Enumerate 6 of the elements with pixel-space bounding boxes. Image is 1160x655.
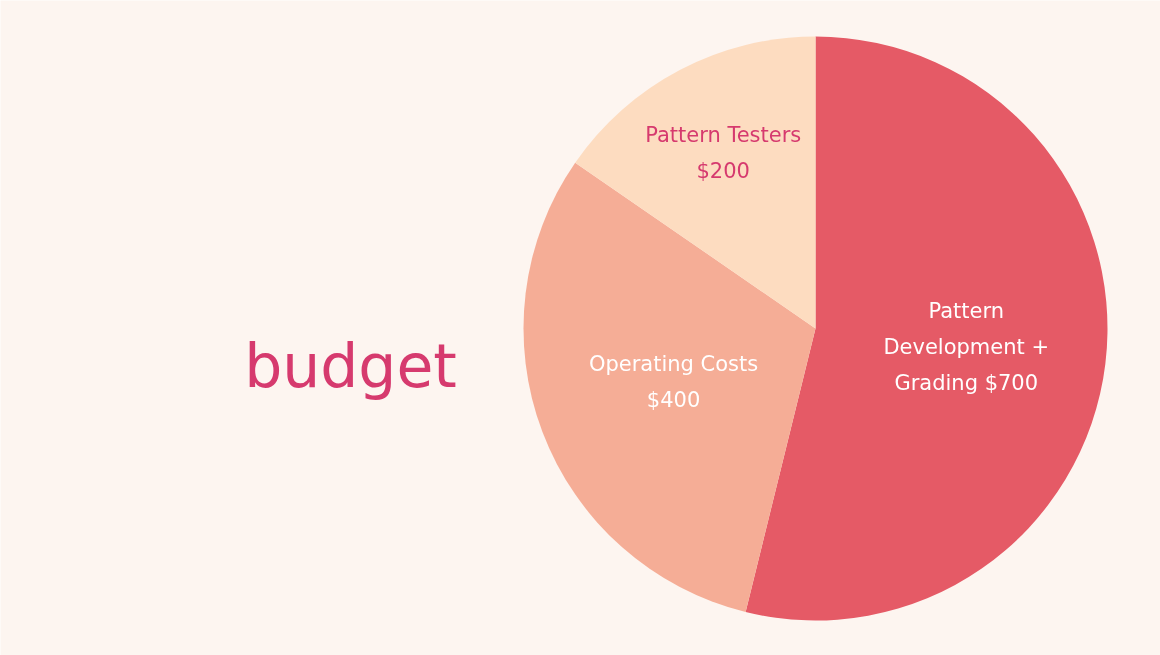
- data-label: $400: [646, 388, 701, 413]
- text: budget: [244, 330, 457, 401]
- slice-label: Pattern Development + Grading $700: [883, 298, 1050, 395]
- data-label: $200: [696, 158, 750, 183]
- slice-label: Operating Costs: [588, 352, 759, 377]
- slice-label: Pattern Testers: [645, 122, 802, 147]
